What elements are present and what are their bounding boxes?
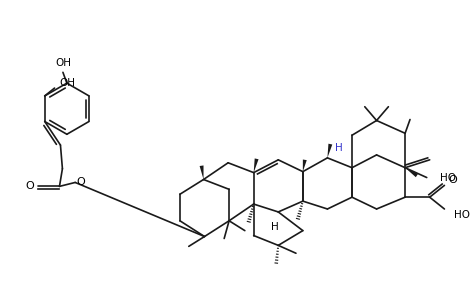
Polygon shape bbox=[405, 168, 418, 177]
Text: HO: HO bbox=[454, 210, 470, 220]
Text: O: O bbox=[448, 176, 457, 185]
Text: OH: OH bbox=[59, 78, 75, 88]
Text: H: H bbox=[271, 222, 279, 232]
Polygon shape bbox=[327, 144, 333, 158]
Text: H: H bbox=[335, 143, 343, 153]
Polygon shape bbox=[303, 160, 307, 172]
Polygon shape bbox=[254, 158, 259, 172]
Text: OH: OH bbox=[55, 58, 71, 68]
Polygon shape bbox=[200, 166, 203, 179]
Text: HO: HO bbox=[439, 172, 455, 182]
Text: O: O bbox=[77, 177, 85, 188]
Text: O: O bbox=[25, 182, 34, 191]
